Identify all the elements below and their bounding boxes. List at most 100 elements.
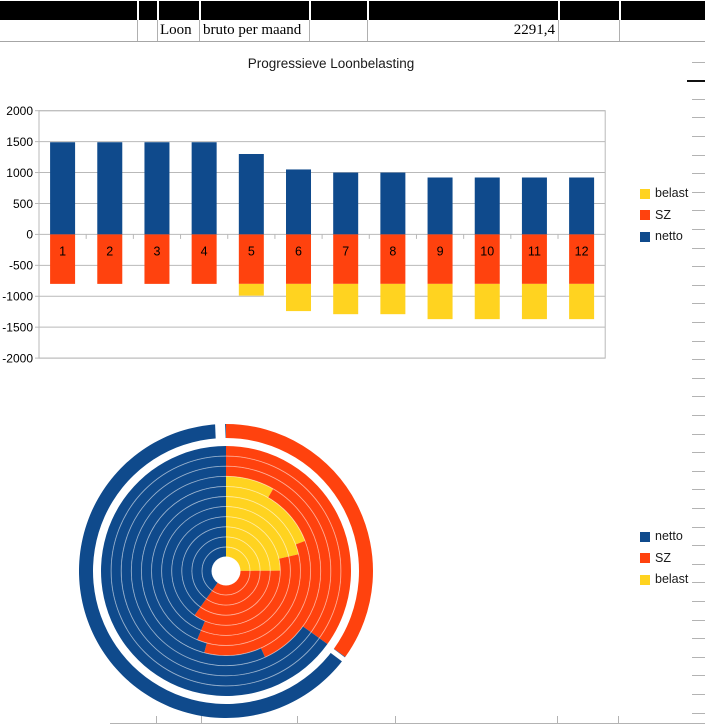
bar-netto-10 [474, 177, 500, 235]
row-gridline-stub [692, 675, 705, 677]
donut-slice-SZ-ring7 [197, 554, 301, 646]
bar-sz-6 [286, 234, 312, 284]
x-category-label: 8 [389, 245, 396, 259]
row-gridline-stub [692, 489, 705, 491]
row-gridline-stub [692, 266, 705, 268]
bar-netto-6 [286, 169, 312, 235]
row-bottom-border [0, 41, 705, 42]
row-gridline-stub [692, 638, 705, 640]
bar-sz-1 [50, 234, 76, 284]
legend-swatch-SZ-icon [640, 553, 650, 563]
bar-netto-4 [191, 142, 217, 235]
row-gridline-stub [687, 80, 705, 83]
donut-slice-SZ-ring1 [226, 424, 373, 657]
donut-slice-SZ-ring2 [226, 446, 352, 645]
row-gridline-stub [692, 359, 705, 361]
x-category-label: 1 [59, 245, 66, 259]
x-category-label: 10 [480, 245, 494, 259]
column-boundary-gap [558, 1, 560, 20]
column-gridline-stub [557, 716, 558, 724]
y-axis-label: 1000 [6, 166, 33, 180]
row-gridline-stub [692, 377, 705, 379]
bar-belast-5 [238, 283, 264, 296]
donut-slice-SZ-ring5 [260, 488, 321, 658]
row-gridline-stub [692, 433, 705, 435]
legend-swatch-belast-icon [640, 188, 650, 199]
y-axis-label: 500 [13, 197, 33, 211]
donut-slice-SZ-ring6 [204, 540, 311, 656]
x-category-label: 9 [437, 245, 444, 259]
y-axis-label: -1000 [2, 290, 33, 304]
exploded-ring-gap [326, 645, 349, 665]
bar-sz-2 [97, 234, 123, 284]
bar-belast-9 [427, 283, 453, 320]
donut-slice-SZ-ring10 [200, 570, 271, 616]
column-boundary-gap [199, 1, 201, 20]
cell-bruto-per-maand[interactable]: bruto per maand [203, 22, 302, 38]
legend-label: SZ [655, 207, 671, 222]
donut-slice-SZ-ring9 [194, 570, 281, 626]
row-gridline-stub [692, 210, 705, 212]
legend-item-netto: netto [640, 230, 688, 243]
row-gridline-stub [692, 600, 705, 602]
donut-slice-belast-ring9 [226, 516, 281, 571]
bar-sz-12 [569, 234, 595, 284]
column-gridline-stub [395, 716, 396, 724]
row-gridline-stub [692, 452, 705, 454]
x-category-label: 11 [528, 245, 541, 259]
exploded-ring-gap [214, 418, 226, 444]
legend-item-netto: netto [640, 530, 688, 543]
row-gridline-stub [692, 303, 705, 305]
legend-swatch-netto-icon [640, 531, 650, 542]
donut-slice-netto-ring8 [161, 506, 226, 631]
y-axis-label: -1500 [2, 320, 33, 334]
bar-belast-7 [333, 283, 359, 315]
column-boundary-gap [309, 1, 311, 20]
ring-separator [171, 516, 281, 626]
spreadsheet-row [0, 20, 705, 41]
column-boundary-gap [137, 1, 139, 20]
y-axis-label: 0 [26, 228, 33, 242]
column-gridline-stub [618, 716, 619, 724]
donut-slice-SZ-ring4 [226, 466, 331, 633]
cell-bruto-value[interactable]: 2291,4 [513, 22, 555, 38]
cell-border [137, 20, 138, 41]
legend-swatch-netto-icon [640, 231, 650, 242]
row-gridline-stub [692, 173, 705, 175]
bar-netto-5 [238, 153, 264, 235]
x-category-label: 12 [575, 245, 589, 259]
legend-item-belast: belast [640, 187, 688, 200]
row-gridline-stub [692, 712, 705, 714]
row-gridline-stub [692, 117, 705, 119]
legend-item-belast: belast [640, 573, 688, 586]
row-gridline-stub [692, 98, 705, 100]
ring-separator [140, 485, 312, 657]
donut-slice-belast-ring7 [226, 496, 299, 557]
legend-swatch-SZ-icon [640, 210, 650, 220]
cell-loon[interactable]: Loon [160, 22, 192, 38]
donut-slice-SZ-ring3 [226, 456, 341, 639]
ring-separator [191, 536, 261, 606]
legend-item-SZ: SZ [640, 207, 688, 222]
donut-slice-belast-ring10 [226, 526, 271, 571]
row-gridline-stub [692, 61, 705, 63]
cell-border [309, 20, 310, 41]
bar-netto-9 [427, 177, 453, 235]
donut-slice-belast-ring8 [226, 506, 289, 559]
bar-sz-10 [474, 234, 500, 284]
legend-label: belast [655, 186, 689, 200]
column-chart-object[interactable]: Progressieve Loonbelasting 2000 1500 1000 5… [0, 44, 705, 375]
legend-label: belast [655, 572, 689, 586]
row-gridline-stub [692, 656, 705, 658]
donut-slice-netto-ring11 [191, 536, 226, 599]
column-boundary-gap [367, 1, 369, 20]
donut-chart-object[interactable]: netto SZ belast [0, 400, 705, 727]
y-axis-label: -2000 [2, 351, 33, 365]
bar-belast-8 [380, 283, 406, 315]
cell-border [367, 20, 368, 41]
legend-label: SZ [655, 550, 671, 565]
row-gridline-stub [692, 340, 705, 342]
row-gridline-stub [692, 470, 705, 472]
column-boundary-gap [157, 1, 159, 20]
